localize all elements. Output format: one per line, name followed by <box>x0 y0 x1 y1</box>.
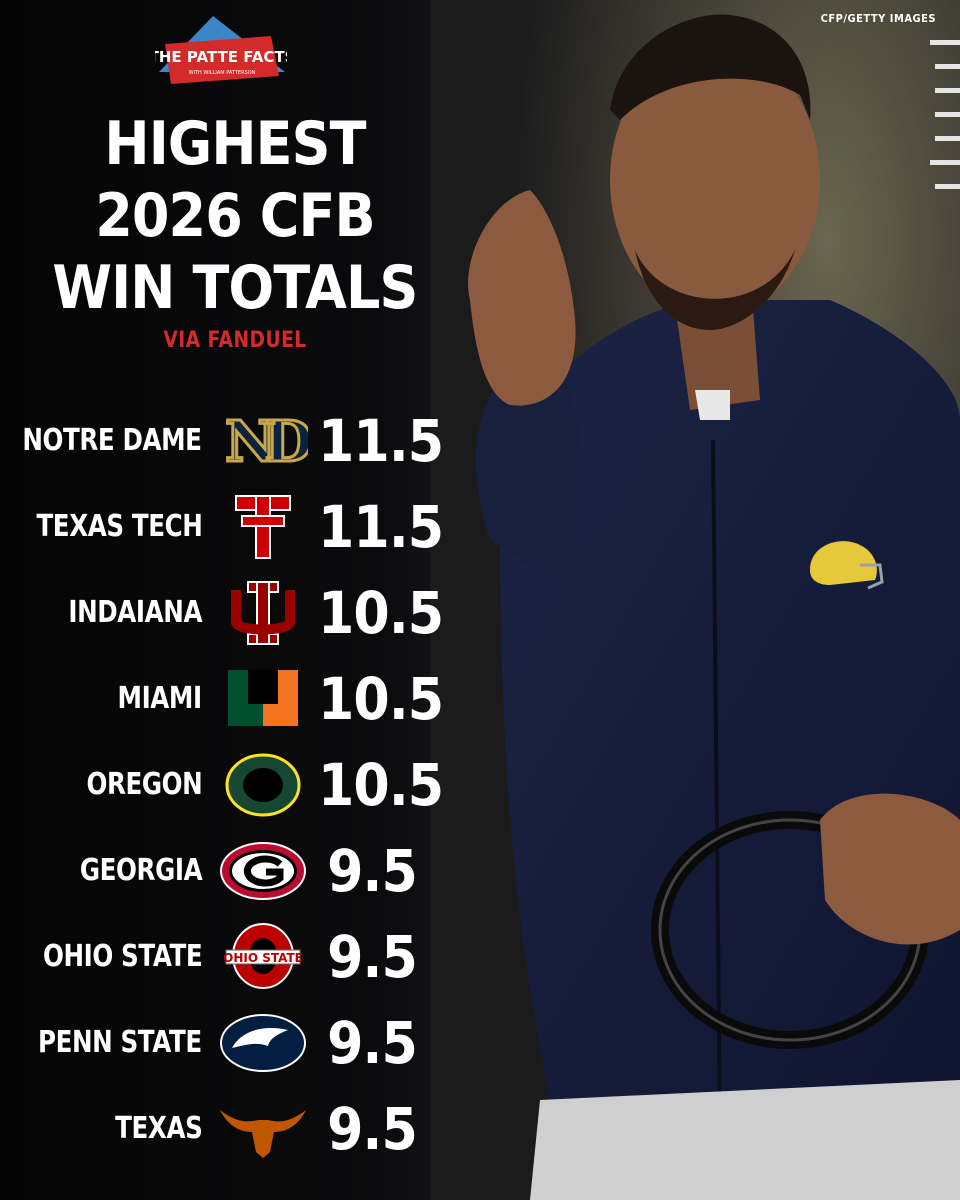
team-row: INDAIANA 10.5 <box>0 570 470 656</box>
team-row: PENN STATE 9.5 <box>0 1000 470 1086</box>
team-name: TEXAS TECH <box>36 509 202 544</box>
team-row: TEXAS TECH 11.5 <box>0 484 470 570</box>
svg-text:ND: ND <box>225 409 308 475</box>
coach-photo <box>430 0 960 1200</box>
texas-longhorn-icon <box>220 1110 306 1158</box>
logo-tagline: WITH WILLIAM PATTERSON <box>189 70 256 76</box>
team-row: NOTRE DAME ND 11.5 <box>0 398 470 484</box>
team-row: OHIO STATE OHIO STATE 9.5 <box>0 914 470 1000</box>
svg-text:OHIO STATE: OHIO STATE <box>223 951 303 965</box>
team-name: NOTRE DAME <box>22 423 203 458</box>
team-row: MIAMI 10.5 <box>0 656 470 742</box>
photo-credit: CFP/GETTY IMAGES <box>820 12 936 25</box>
ohio-state-icon: OHIO STATE <box>223 923 303 989</box>
team-name: MIAMI <box>117 681 203 716</box>
georgia-icon <box>220 842 306 900</box>
source-label: VIA FANDUEL <box>163 328 307 353</box>
title-block: HIGHEST 2026 CFB WIN TOTALS VIA FANDUEL <box>0 108 470 353</box>
title-line: 2026 CFB <box>95 181 375 251</box>
win-total: 9.5 <box>327 1095 418 1163</box>
miami-icon <box>228 670 298 726</box>
title-line: HIGHEST <box>104 109 366 179</box>
win-total: 10.5 <box>318 665 444 733</box>
logo-wordmark: THE PATTE FACTS <box>155 48 287 66</box>
win-total: 10.5 <box>318 751 444 819</box>
win-total: 9.5 <box>327 837 418 905</box>
team-row: OREGON 10.5 <box>0 742 470 828</box>
win-total: 11.5 <box>318 407 444 475</box>
penn-state-icon <box>220 1014 306 1072</box>
title-line: WIN TOTALS <box>52 253 418 323</box>
team-name: GEORGIA <box>79 853 203 888</box>
win-total: 9.5 <box>327 1009 418 1077</box>
the-patte-facts-logo: THE PATTE FACTS WITH WILLIAM PATTERSON <box>155 16 287 84</box>
win-total: 10.5 <box>318 579 444 647</box>
oregon-icon <box>225 753 301 817</box>
team-name: TEXAS <box>114 1111 203 1146</box>
indiana-icon <box>231 581 295 645</box>
texas-tech-icon <box>235 495 291 559</box>
team-row: GEORGIA 9.5 <box>0 828 470 914</box>
team-name: INDAIANA <box>68 595 202 630</box>
win-total: 9.5 <box>327 923 418 991</box>
team-row: TEXAS 9.5 <box>0 1086 470 1172</box>
team-name: OHIO STATE <box>42 939 203 974</box>
win-total: 11.5 <box>318 493 444 561</box>
team-name: PENN STATE <box>38 1025 202 1060</box>
notre-dame-icon: ND <box>224 408 308 477</box>
team-name: OREGON <box>86 767 202 802</box>
